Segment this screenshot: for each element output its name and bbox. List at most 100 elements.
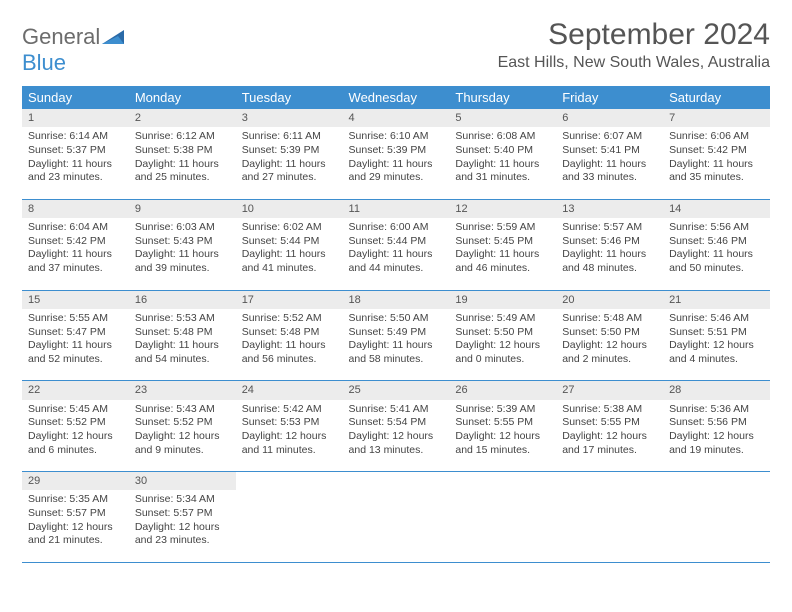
day-info-line: Daylight: 11 hours [349,248,444,262]
day-info-line: Daylight: 11 hours [135,248,230,262]
day-info-line: Sunset: 5:55 PM [455,416,550,430]
day-number-cell: 28 [663,381,770,400]
day-info-line: and 19 minutes. [669,444,764,458]
day-info-line: Sunrise: 6:07 AM [562,130,657,144]
header: General Blue September 2024 East Hills, … [22,18,770,76]
day-info-line: Sunrise: 6:10 AM [349,130,444,144]
day-number-cell: 23 [129,381,236,400]
day-info-line: Daylight: 11 hours [562,158,657,172]
day-info-cell: Sunrise: 6:04 AMSunset: 5:42 PMDaylight:… [22,218,129,290]
day-info-cell: Sunrise: 5:50 AMSunset: 5:49 PMDaylight:… [343,309,450,381]
day-info-line: Sunrise: 5:59 AM [455,221,550,235]
day-info-line: Daylight: 12 hours [455,339,550,353]
day-info-line: Sunrise: 6:03 AM [135,221,230,235]
day-info-line: Daylight: 12 hours [669,430,764,444]
weekday-header: Tuesday [236,86,343,109]
day-info-line: Daylight: 12 hours [562,339,657,353]
day-number-cell: 1 [22,109,129,127]
day-info-cell: Sunrise: 5:43 AMSunset: 5:52 PMDaylight:… [129,400,236,472]
month-title: September 2024 [498,18,770,52]
day-info-line: Sunrise: 5:53 AM [135,312,230,326]
day-info-line: Sunset: 5:55 PM [562,416,657,430]
day-info-line: Sunrise: 5:38 AM [562,403,657,417]
day-info-line: and 6 minutes. [28,444,123,458]
day-info-cell: Sunrise: 5:53 AMSunset: 5:48 PMDaylight:… [129,309,236,381]
day-number-cell: 4 [343,109,450,127]
day-number-cell [449,472,556,491]
day-info-line: Sunrise: 5:45 AM [28,403,123,417]
day-info-line: Sunset: 5:48 PM [135,326,230,340]
day-number-row: 1234567 [22,109,770,127]
day-info-line: Sunset: 5:48 PM [242,326,337,340]
day-info-line: Daylight: 12 hours [28,521,123,535]
day-info-line: and 4 minutes. [669,353,764,367]
day-number-cell: 16 [129,290,236,309]
day-info-cell: Sunrise: 5:42 AMSunset: 5:53 PMDaylight:… [236,400,343,472]
day-info-line: and 2 minutes. [562,353,657,367]
day-number-row: 2930 [22,472,770,491]
day-info-line: Daylight: 12 hours [135,521,230,535]
day-info-line: and 56 minutes. [242,353,337,367]
day-info-line: Sunset: 5:46 PM [669,235,764,249]
weekday-header: Monday [129,86,236,109]
day-info-line: Daylight: 12 hours [135,430,230,444]
day-info-cell: Sunrise: 5:35 AMSunset: 5:57 PMDaylight:… [22,490,129,562]
day-info-cell [236,490,343,562]
day-info-cell: Sunrise: 5:48 AMSunset: 5:50 PMDaylight:… [556,309,663,381]
day-info-line: Sunrise: 5:36 AM [669,403,764,417]
day-info-line: Sunset: 5:53 PM [242,416,337,430]
day-info-line: Daylight: 11 hours [349,158,444,172]
day-info-line: and 52 minutes. [28,353,123,367]
day-info-line: Daylight: 11 hours [669,158,764,172]
day-info-line: Daylight: 11 hours [135,339,230,353]
day-info-line: Sunset: 5:47 PM [28,326,123,340]
day-info-line: Daylight: 11 hours [562,248,657,262]
day-number-cell [343,472,450,491]
day-info-line: Sunrise: 5:50 AM [349,312,444,326]
day-number-cell: 22 [22,381,129,400]
day-info-line: Sunrise: 6:02 AM [242,221,337,235]
day-info-line: and 39 minutes. [135,262,230,276]
day-info-row: Sunrise: 5:35 AMSunset: 5:57 PMDaylight:… [22,490,770,562]
day-number-cell: 15 [22,290,129,309]
day-info-line: and 0 minutes. [455,353,550,367]
day-info-line: Sunrise: 5:46 AM [669,312,764,326]
day-info-cell [556,490,663,562]
day-info-row: Sunrise: 6:04 AMSunset: 5:42 PMDaylight:… [22,218,770,290]
day-info-cell: Sunrise: 6:08 AMSunset: 5:40 PMDaylight:… [449,127,556,199]
day-info-line: Daylight: 11 hours [242,248,337,262]
day-info-line: Sunset: 5:45 PM [455,235,550,249]
day-info-line: Sunrise: 5:42 AM [242,403,337,417]
day-info-cell: Sunrise: 6:11 AMSunset: 5:39 PMDaylight:… [236,127,343,199]
day-number-cell [556,472,663,491]
day-info-line: and 11 minutes. [242,444,337,458]
logo: General Blue [22,18,128,76]
day-info-cell: Sunrise: 6:02 AMSunset: 5:44 PMDaylight:… [236,218,343,290]
day-info-line: and 44 minutes. [349,262,444,276]
day-info-line: Sunset: 5:37 PM [28,144,123,158]
day-number-cell: 11 [343,199,450,218]
day-info-cell: Sunrise: 6:06 AMSunset: 5:42 PMDaylight:… [663,127,770,199]
day-info-line: and 9 minutes. [135,444,230,458]
day-number-cell: 6 [556,109,663,127]
day-number-cell: 19 [449,290,556,309]
day-info-line: and 17 minutes. [562,444,657,458]
day-info-line: and 58 minutes. [349,353,444,367]
day-info-line: Sunrise: 6:00 AM [349,221,444,235]
day-info-row: Sunrise: 6:14 AMSunset: 5:37 PMDaylight:… [22,127,770,199]
weekday-header: Thursday [449,86,556,109]
day-info-row: Sunrise: 5:45 AMSunset: 5:52 PM Daylight:… [22,400,770,472]
day-number-cell: 2 [129,109,236,127]
day-number-cell: 24 [236,381,343,400]
day-number-cell: 21 [663,290,770,309]
day-info-line: Sunset: 5:49 PM [349,326,444,340]
day-info-line: and 48 minutes. [562,262,657,276]
day-info-line: Sunset: 5:52 PM [28,416,123,430]
triangle-icon [102,28,128,46]
weekday-header: Saturday [663,86,770,109]
day-info-line: Daylight: 11 hours [455,248,550,262]
day-info-line: Sunset: 5:44 PM [242,235,337,249]
day-info-line: and 31 minutes. [455,171,550,185]
day-info-line: Sunset: 5:57 PM [135,507,230,521]
day-info-line: Sunrise: 5:52 AM [242,312,337,326]
